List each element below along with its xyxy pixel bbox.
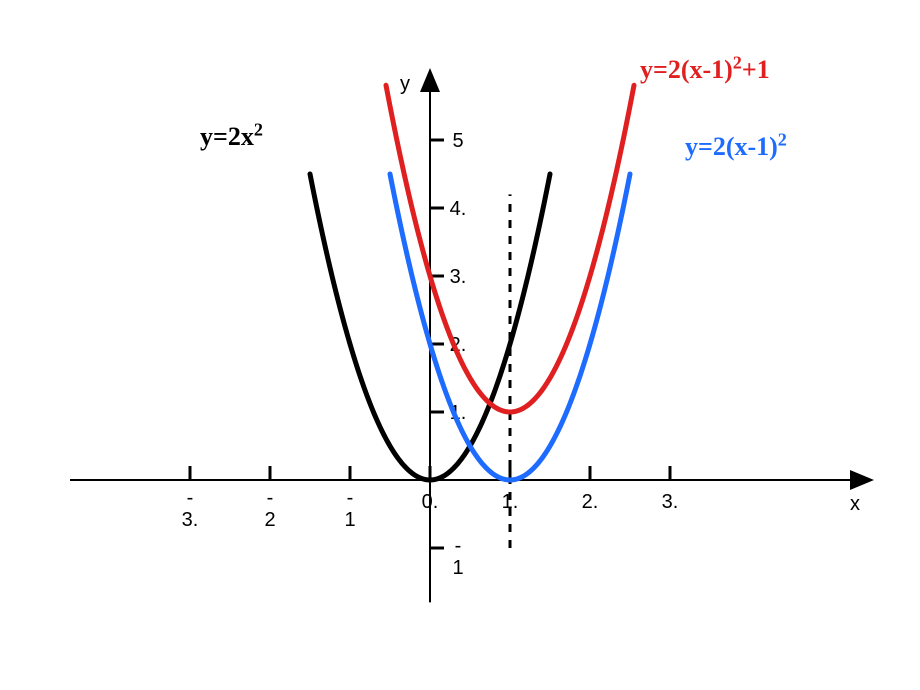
x-axis-label: x <box>850 493 860 515</box>
y-axis-label: y <box>400 73 410 95</box>
y-tick-label: 5 <box>452 130 463 152</box>
curve-blue-equation-label: y=2(x-1)2 <box>685 132 787 162</box>
x-tick-label: - <box>187 487 194 509</box>
curve-red-equation-label: y=2(x-1)2+1 <box>640 55 770 85</box>
y-tick-label: 3. <box>450 266 467 288</box>
x-tick-label: 0. <box>422 491 439 513</box>
curve-black-equation-label: y=2x2 <box>200 122 263 152</box>
y-tick-label: 1 <box>452 557 463 579</box>
x-tick-label: 2 <box>264 509 275 531</box>
y-tick-label: 4. <box>450 198 467 220</box>
y-tick-label: - <box>455 535 462 557</box>
x-tick-label: 2. <box>582 491 599 513</box>
plot-svg: xy-3.-2-10.1.2.3.-11.2.3.4.5 <box>0 0 920 690</box>
x-tick-label: 3. <box>182 509 199 531</box>
curve-red <box>386 85 634 412</box>
x-tick-label: - <box>347 487 354 509</box>
chart-canvas: xy-3.-2-10.1.2.3.-11.2.3.4.5 y=2x2y=2(x-… <box>0 0 920 690</box>
x-tick-label: 1 <box>344 509 355 531</box>
x-tick-label: - <box>267 487 274 509</box>
x-tick-label: 3. <box>662 491 679 513</box>
